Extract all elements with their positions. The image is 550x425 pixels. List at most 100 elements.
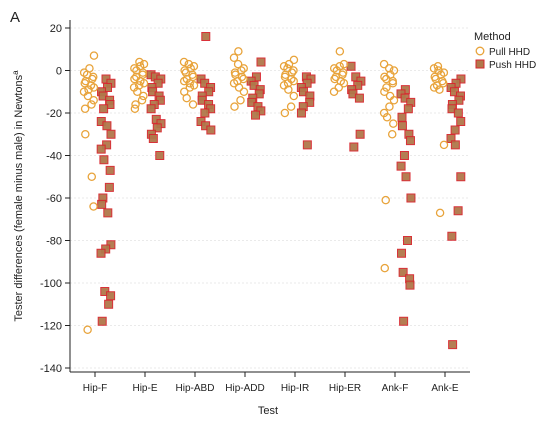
data-point-pull	[139, 91, 148, 101]
data-point-pull	[387, 129, 397, 139]
data-point-pull	[233, 59, 243, 69]
x-tick-label: Hip-E	[132, 383, 157, 394]
x-axis-ticks: Hip-F Hip-E Hip-ABD Hip-ADD Hip-IR Hip-ER Ank-…	[83, 372, 459, 394]
data-point-pull	[283, 79, 293, 88]
data-point-push	[201, 32, 211, 41]
data-point-pull	[439, 140, 449, 150]
data-point-push	[97, 199, 107, 209]
y-tick-label: -60	[46, 193, 62, 205]
y-tick-label: -80	[46, 236, 62, 248]
data-point-pull	[429, 64, 439, 73]
data-point-pull	[379, 59, 389, 69]
data-point-pull	[286, 102, 296, 111]
data-point-push	[397, 121, 407, 131]
data-point-pull	[185, 79, 194, 88]
data-point-push	[397, 112, 407, 122]
data-point-pull	[135, 57, 144, 67]
data-point-push	[448, 340, 458, 350]
data-point-pull	[435, 85, 444, 94]
x-tick-label: Ank-E	[431, 383, 459, 394]
data-point-pull	[335, 62, 344, 71]
data-point-pull	[334, 83, 344, 92]
y-axis-title: Tester differences (female minus male) i…	[11, 70, 26, 322]
data-point-pull	[234, 47, 243, 56]
data-point-push	[401, 172, 411, 182]
data-point-push	[105, 165, 115, 175]
data-point-pull	[289, 91, 299, 101]
x-tick-label: Hip-ABD	[176, 383, 215, 394]
data-point-push	[456, 117, 466, 126]
data-point-pull	[179, 76, 189, 86]
y-tick-label: -20	[46, 108, 62, 120]
data-point-pull	[382, 83, 391, 92]
data-point-push	[406, 193, 416, 203]
data-point-pull	[339, 59, 349, 69]
data-point-push	[102, 121, 112, 131]
data-point-pull	[79, 87, 89, 97]
data-point-push	[405, 280, 415, 290]
data-point-pull	[239, 87, 249, 97]
data-point-pull	[329, 87, 339, 97]
data-point-pull	[289, 55, 299, 65]
y-axis-title-text: Tester differences (female minus male) i…	[13, 74, 25, 321]
x-tick-label: Ank-F	[382, 383, 409, 394]
data-point-push	[104, 299, 114, 309]
data-point-pull	[384, 64, 394, 73]
data-point-pull	[230, 102, 239, 111]
y-tick-label: 20	[50, 23, 62, 35]
data-point-pull	[389, 96, 399, 105]
data-point-pull	[189, 81, 199, 90]
data-point-pull	[80, 104, 90, 114]
data-point-pull	[388, 79, 398, 88]
data-point-pull	[236, 96, 245, 105]
data-point-pull	[339, 79, 349, 88]
data-point-pull	[182, 74, 192, 84]
data-point-push	[155, 151, 165, 160]
data-point-push	[355, 129, 365, 139]
data-point-pull	[385, 102, 394, 111]
x-tick-label: Hip-ER	[329, 383, 361, 394]
data-point-push	[450, 125, 460, 135]
data-point-push	[354, 93, 364, 103]
data-point-pull	[179, 57, 189, 67]
data-point-pull	[435, 208, 445, 218]
data-point-pull	[279, 81, 289, 90]
data-point-pull	[133, 87, 142, 97]
data-point-pull	[87, 172, 97, 181]
data-point-push	[99, 104, 109, 114]
data-point-push	[346, 61, 356, 71]
data-point-pull	[139, 79, 149, 88]
data-point-push	[405, 136, 415, 146]
data-point-pull	[182, 93, 191, 103]
y-tick-label: -100	[40, 278, 62, 290]
data-point-push	[349, 142, 359, 152]
data-point-pull	[89, 96, 98, 105]
y-tick-label: -120	[40, 321, 62, 333]
data-point-push	[447, 231, 457, 241]
data-point-pull	[380, 72, 389, 82]
y-axis-ticks: 20 0 -20 -40 -60 -80 -100 -120 -140	[40, 23, 70, 375]
data-point-pull	[329, 64, 339, 73]
data-point-pull	[239, 64, 248, 73]
data-point-pull	[229, 53, 239, 63]
data-point-push	[106, 129, 116, 139]
data-point-pull	[89, 51, 99, 60]
x-axis-title: Test	[258, 405, 278, 417]
data-point-push	[456, 172, 466, 182]
data-point-pull	[130, 104, 140, 114]
data-point-push	[104, 182, 114, 192]
data-point-pull	[81, 129, 90, 139]
data-point-push	[399, 316, 409, 326]
data-point-push	[453, 108, 463, 118]
data-point-pull	[385, 91, 395, 101]
data-point-pull	[237, 72, 247, 82]
legend: Method Pull HHD Push HHD	[474, 31, 536, 71]
data-point-push	[148, 134, 158, 143]
data-point-push	[99, 155, 109, 165]
legend-push-marker	[475, 59, 485, 69]
panel-label: A	[10, 9, 20, 26]
x-tick-label: Hip-IR	[281, 383, 309, 394]
x-tick-label: Hip-F	[83, 383, 107, 394]
data-point-pull	[130, 64, 139, 73]
data-point-pull	[229, 79, 239, 88]
